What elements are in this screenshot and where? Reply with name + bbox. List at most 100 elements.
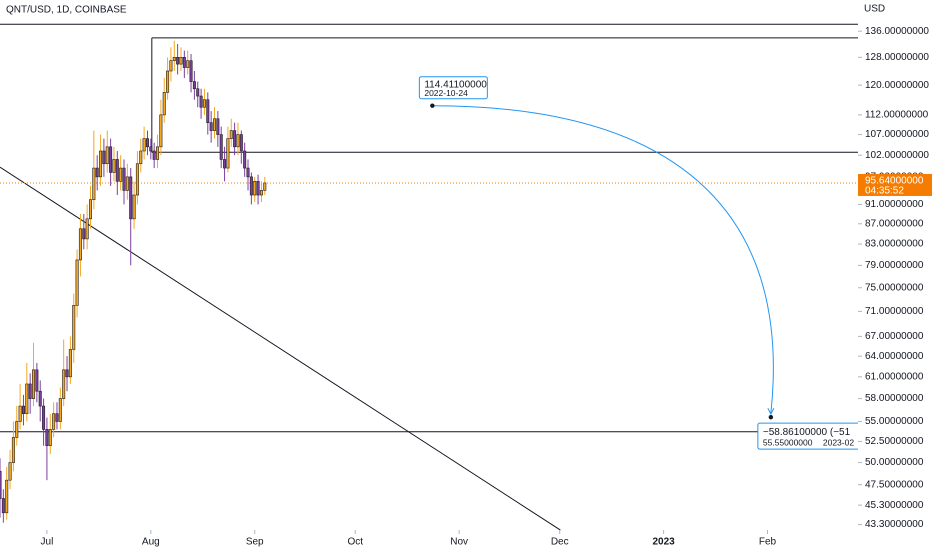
candle-body (65, 369, 69, 378)
candle-body (209, 122, 213, 131)
candle-body (135, 163, 139, 196)
y-tick-label: 128.00000000 (865, 52, 929, 63)
start-callout (418, 76, 488, 100)
candle-body (139, 150, 143, 165)
candle-body (152, 150, 156, 160)
candle-body (132, 194, 136, 220)
drawn-line (0, 166, 561, 531)
candle-body (42, 405, 46, 430)
start-date: 2022-10-24 (424, 88, 468, 98)
measure-arc (432, 105, 774, 414)
candle-body (229, 130, 233, 139)
candle-body (92, 167, 96, 200)
y-tick-label: 75.00000000 (865, 282, 924, 293)
candle-body (162, 92, 166, 116)
last-price-box (858, 173, 932, 196)
candle-body (112, 159, 116, 173)
candle-body (38, 390, 42, 407)
x-tick-label: Nov (450, 537, 468, 548)
measure-start-point (430, 103, 435, 108)
candle-body (52, 413, 56, 430)
candle-body (179, 57, 183, 65)
candle-body (199, 95, 203, 108)
candle-body (109, 146, 113, 173)
y-tick-label: 55.00000000 (865, 416, 924, 427)
candle-body (45, 429, 49, 446)
candle-body (169, 60, 173, 72)
candle-body (115, 159, 119, 182)
y-tick-label: 107.00000000 (865, 129, 929, 140)
candle-body (159, 114, 163, 148)
candle-body (246, 167, 250, 178)
candle-body (25, 383, 29, 415)
candle-body (219, 134, 223, 160)
axis-panel (858, 0, 932, 550)
candle-body (226, 138, 230, 169)
y-tick-label: 43.30000000 (865, 519, 924, 530)
y-tick-label: 64.00000000 (865, 351, 924, 362)
x-tick-label: Oct (347, 537, 363, 548)
end-price: 55.55000000 (763, 437, 813, 447)
candle-body (15, 421, 19, 438)
candle-body (243, 150, 247, 169)
candle-body (156, 146, 160, 160)
candle-body (176, 57, 180, 65)
y-tick-label: 61.00000000 (865, 371, 924, 382)
candle-body (102, 150, 106, 165)
x-tick-label: Feb (759, 537, 777, 548)
y-tick-label: 102.00000000 (865, 150, 929, 161)
candle-body (253, 181, 257, 196)
candle-body (223, 159, 227, 169)
candle-body (88, 199, 92, 220)
axis-unit: USD (864, 4, 885, 15)
candle-body (119, 167, 123, 182)
candle-body (75, 259, 79, 306)
candle-body (236, 134, 240, 148)
y-tick-label: 67.00000000 (865, 331, 924, 342)
candle-body (35, 369, 39, 392)
candle-body (196, 88, 200, 97)
candle-body (95, 167, 99, 178)
end-date: 2023-02 (823, 437, 854, 447)
y-tick-label: 91.00000000 (865, 199, 924, 210)
candle-body (78, 228, 82, 261)
candle-body (5, 479, 9, 514)
candle-body (166, 70, 170, 93)
candle-body (18, 405, 22, 422)
candle-body (0, 470, 2, 499)
candle-body (172, 57, 176, 61)
x-tick-label: Dec (551, 537, 569, 548)
candle-body (145, 138, 149, 148)
candle-body (62, 369, 66, 399)
candle-body (256, 181, 260, 196)
y-tick-label: 83.00000000 (865, 239, 924, 250)
candle-body (11, 437, 15, 463)
candle-body (182, 57, 186, 68)
candle-body (263, 182, 267, 191)
x-tick-label: Aug (142, 537, 160, 548)
candle-body (8, 462, 12, 481)
y-tick-label: 47.50000000 (865, 479, 924, 490)
candle-body (55, 413, 59, 422)
arrow-head (767, 407, 775, 416)
candle-body (149, 146, 153, 152)
candle-body (213, 118, 217, 131)
candle-body (105, 146, 109, 165)
change-label: −58.86100000 (−51 (763, 427, 851, 438)
candle-body (249, 176, 253, 196)
candle-body (68, 349, 72, 378)
measure-end-point (768, 414, 774, 420)
candle-body (189, 60, 193, 82)
y-tick-label: 136.00000000 (865, 26, 929, 37)
start-price: 114.41100000 (424, 79, 487, 90)
x-tick-label: Jul (41, 537, 54, 548)
candle-body (259, 190, 263, 196)
y-tick-label: 45.30000000 (865, 500, 924, 511)
candle-body (125, 176, 129, 191)
candle-body (28, 383, 32, 399)
candle-body (192, 81, 196, 90)
candle-body (58, 398, 62, 422)
candle-body (82, 228, 86, 240)
